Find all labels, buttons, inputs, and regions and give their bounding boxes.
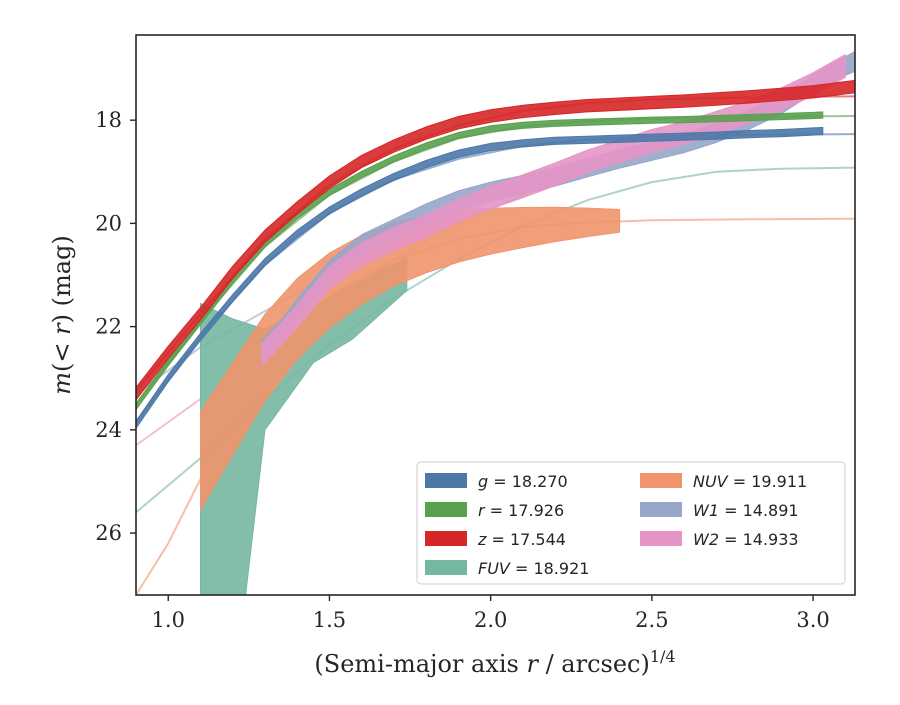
legend-label-g: g = 18.270 bbox=[478, 472, 568, 491]
y-tick-label: 22 bbox=[95, 315, 122, 339]
data-band-r bbox=[136, 111, 824, 411]
y-tick-label: 20 bbox=[95, 211, 122, 235]
legend-label-fuv: FUV = 18.921 bbox=[478, 559, 589, 578]
legend-swatch-z bbox=[425, 531, 467, 546]
data-band-nuv bbox=[200, 206, 621, 512]
y-tick-label: 24 bbox=[95, 418, 122, 442]
y-tick-label: 26 bbox=[95, 521, 122, 545]
legend: g = 18.270 r = 17.926 z = 17.544 FUV = 18.9… bbox=[416, 461, 846, 585]
legend-label-z: z = 17.544 bbox=[477, 530, 566, 549]
legend-swatch-g bbox=[425, 473, 467, 488]
legend-label-nuv: NUV = 19.911 bbox=[693, 472, 807, 491]
x-tick-label: 1.0 bbox=[152, 608, 185, 632]
legend-swatch-fuv bbox=[425, 560, 467, 575]
x-tick-label: 2.5 bbox=[635, 608, 668, 632]
data-band-z bbox=[136, 79, 855, 401]
x-tick-label: 2.0 bbox=[474, 608, 507, 632]
y-tick-label: 18 bbox=[95, 108, 122, 132]
legend-swatch-nuv bbox=[640, 473, 682, 488]
legend-label-w2: W2 = 14.933 bbox=[693, 530, 799, 549]
legend-label-w1: W1 = 14.891 bbox=[693, 501, 799, 520]
legend-box bbox=[416, 461, 846, 585]
x-axis-label: (Semi-major axis r / arcsec)1/4 bbox=[314, 647, 675, 678]
x-tick-label: 1.5 bbox=[313, 608, 346, 632]
y-axis-label: m(< r) (mag) bbox=[48, 235, 76, 395]
plot-frame bbox=[135, 34, 856, 596]
legend-swatch-r bbox=[425, 502, 467, 517]
legend-swatch-w1 bbox=[640, 502, 682, 517]
legend-swatch-w2 bbox=[640, 531, 682, 546]
data-band-g bbox=[136, 126, 824, 430]
legend-label-r: r = 17.926 bbox=[478, 501, 564, 520]
x-tick-label: 3.0 bbox=[796, 608, 829, 632]
